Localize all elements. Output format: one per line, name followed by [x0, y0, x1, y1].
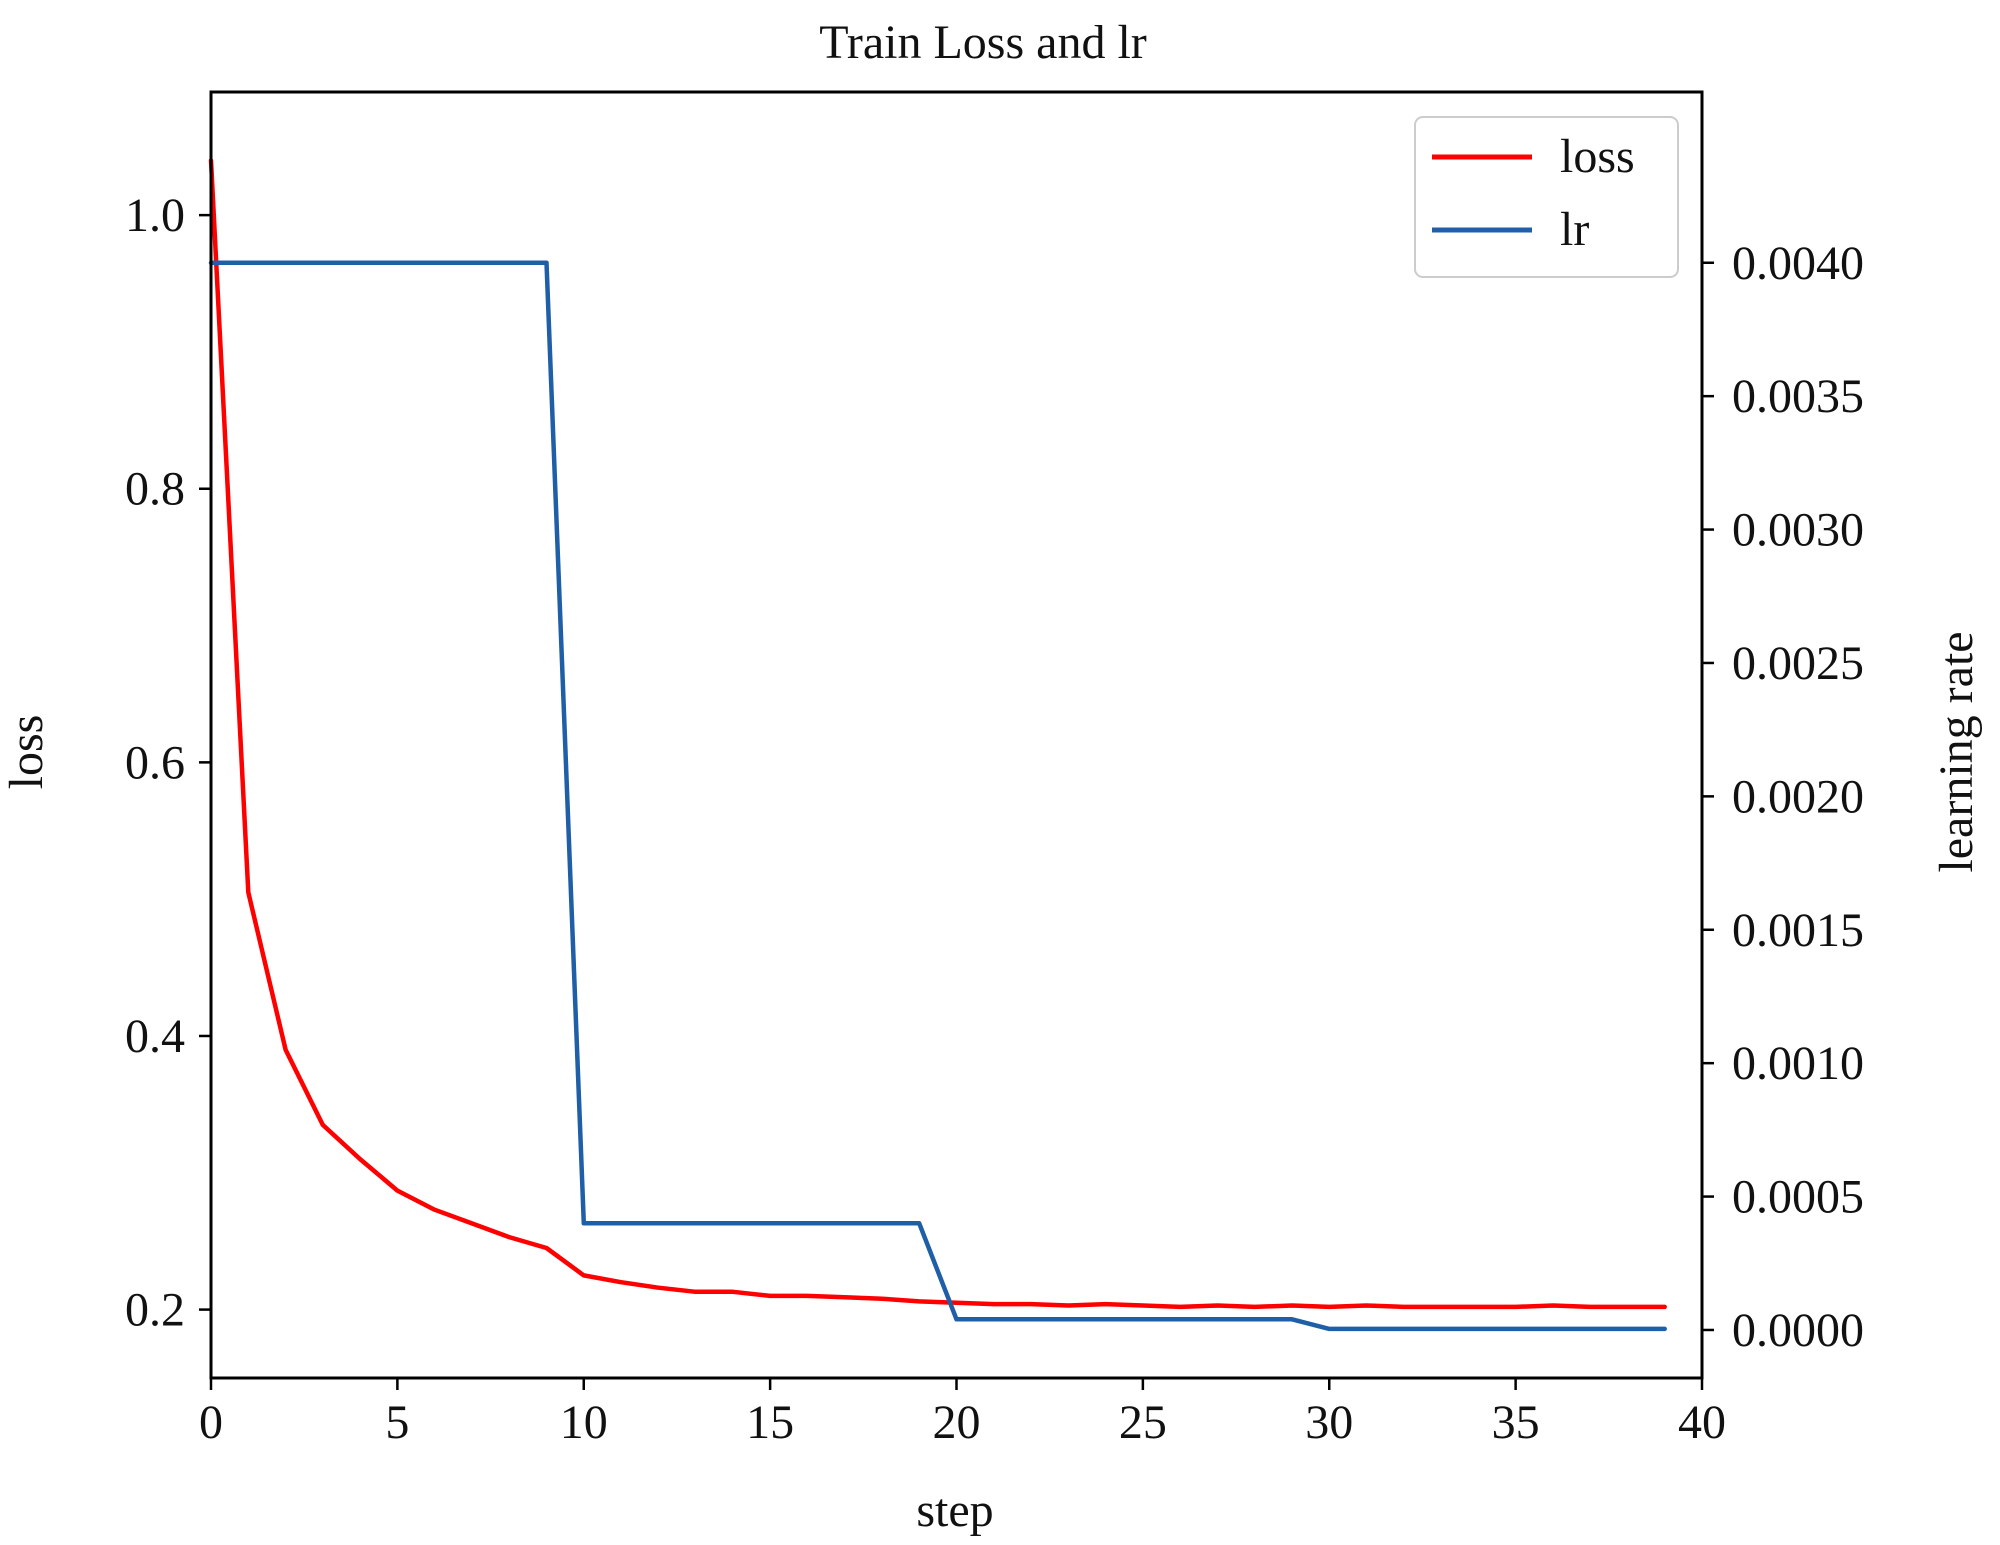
y2-tick-label: 0.0010 — [1732, 1037, 1864, 1090]
y2-tick-label: 0.0040 — [1732, 237, 1864, 290]
legend-label-lr: lr — [1560, 203, 1589, 256]
series-line-loss — [208, 158, 1667, 1310]
y2-tick-label: 0.0025 — [1732, 637, 1864, 690]
series-line-lr — [208, 260, 1667, 1332]
x-tick-label: 0 — [199, 1396, 223, 1449]
legend-label-loss: loss — [1560, 130, 1635, 183]
legend: loss lr — [1414, 116, 1679, 278]
y2-tick-label: 0.0000 — [1732, 1304, 1864, 1357]
y-tick-label: 0.4 — [125, 1010, 185, 1063]
y-tick-label: 0.2 — [125, 1284, 185, 1337]
y-tick-label: 0.6 — [125, 736, 185, 789]
y-axis-label: loss — [0, 715, 53, 790]
legend-box — [1414, 116, 1679, 278]
y-tick-label: 1.0 — [125, 189, 185, 242]
x-tick-label: 25 — [1119, 1396, 1167, 1449]
series-layer — [208, 158, 1667, 1332]
y2-tick-label: 0.0020 — [1732, 770, 1864, 823]
tick-layer: 0 5 10 15 20 25 30 35 40 0.2 0.4 0.6 0.8 1.0 0.0000 0.0… — [125, 189, 1864, 1449]
y2-tick-label: 0.0005 — [1732, 1171, 1864, 1224]
y2-tick-label: 0.0015 — [1732, 904, 1864, 957]
plot-frame — [209, 90, 1704, 1380]
y2-axis-label: learning rate — [1930, 631, 1983, 872]
y2-tick-label: 0.0035 — [1732, 370, 1864, 423]
x-tick-label: 5 — [385, 1396, 409, 1449]
y-tick-label: 0.8 — [125, 463, 185, 516]
chart-title: Train Loss and lr — [819, 16, 1147, 69]
x-axis-label: step — [916, 1484, 993, 1537]
x-tick-label: 15 — [746, 1396, 794, 1449]
x-tick-label: 30 — [1305, 1396, 1353, 1449]
x-tick-label: 40 — [1678, 1396, 1726, 1449]
x-tick-label: 20 — [933, 1396, 981, 1449]
x-tick-label: 10 — [560, 1396, 608, 1449]
y2-tick-label: 0.0030 — [1732, 504, 1864, 557]
x-tick-label: 35 — [1492, 1396, 1540, 1449]
